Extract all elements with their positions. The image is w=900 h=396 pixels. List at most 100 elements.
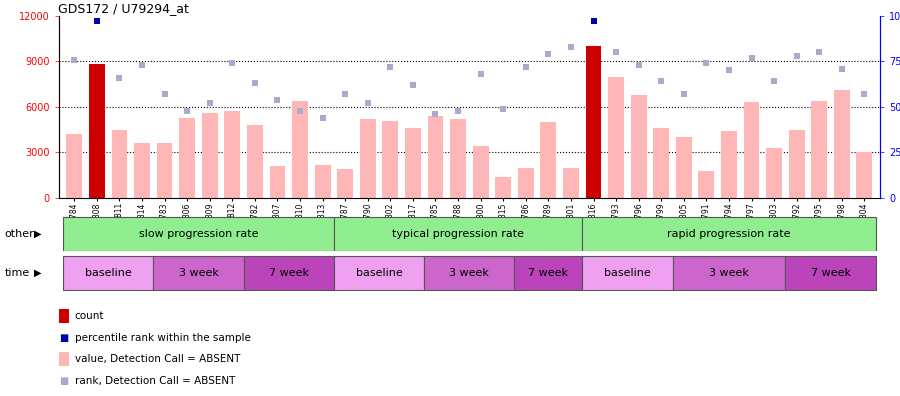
Point <box>632 62 646 68</box>
Point <box>767 78 781 85</box>
Point <box>812 49 826 55</box>
Point <box>496 106 510 112</box>
Bar <box>382 120 398 198</box>
Text: baseline: baseline <box>356 268 402 278</box>
Text: 3 week: 3 week <box>449 268 490 278</box>
Bar <box>315 165 330 198</box>
Text: 7 week: 7 week <box>528 268 569 278</box>
Text: 3 week: 3 week <box>709 268 749 278</box>
Bar <box>450 119 466 198</box>
Bar <box>224 112 240 198</box>
Bar <box>541 122 556 198</box>
Bar <box>834 90 850 198</box>
Point <box>609 49 624 55</box>
Bar <box>63 256 153 290</box>
Bar <box>698 171 715 198</box>
Bar <box>405 128 421 198</box>
Point <box>248 80 262 86</box>
Bar <box>334 217 582 251</box>
Bar <box>582 217 876 251</box>
Text: ■: ■ <box>59 376 68 386</box>
Bar <box>153 256 244 290</box>
Text: percentile rank within the sample: percentile rank within the sample <box>75 333 250 343</box>
Bar <box>743 102 760 198</box>
Point <box>541 51 555 57</box>
Text: ▶: ▶ <box>34 268 41 278</box>
Bar <box>515 256 582 290</box>
Bar <box>67 134 82 198</box>
Bar <box>334 256 424 290</box>
Point <box>68 56 82 63</box>
Bar <box>472 147 489 198</box>
Text: baseline: baseline <box>604 268 651 278</box>
Point <box>406 82 420 88</box>
Bar <box>721 131 737 198</box>
Point <box>586 18 600 25</box>
Point <box>789 53 804 59</box>
Text: 7 week: 7 week <box>269 268 309 278</box>
Bar <box>563 168 579 198</box>
Point <box>699 60 714 67</box>
Bar <box>270 166 285 198</box>
Point <box>518 64 533 70</box>
Bar <box>112 129 128 198</box>
Point <box>202 100 217 107</box>
Bar <box>766 148 782 198</box>
Bar <box>428 116 444 198</box>
Text: time: time <box>4 268 30 278</box>
Point <box>315 115 329 121</box>
Bar <box>338 169 353 198</box>
Bar <box>247 125 263 198</box>
Text: 3 week: 3 week <box>178 268 219 278</box>
Text: ▶: ▶ <box>34 228 41 239</box>
Bar <box>672 256 786 290</box>
Text: value, Detection Call = ABSENT: value, Detection Call = ABSENT <box>75 354 240 364</box>
Bar <box>676 137 692 198</box>
Point <box>677 91 691 97</box>
Point <box>135 62 149 68</box>
Point <box>338 91 353 97</box>
Text: rapid progression rate: rapid progression rate <box>667 228 791 239</box>
Bar <box>424 256 515 290</box>
Text: typical progression rate: typical progression rate <box>392 228 524 239</box>
Point <box>834 65 849 72</box>
Text: baseline: baseline <box>85 268 131 278</box>
Bar <box>582 256 672 290</box>
Point <box>112 74 127 81</box>
Point <box>473 71 488 77</box>
Bar <box>608 76 624 198</box>
Point <box>180 107 194 114</box>
Point <box>90 18 104 25</box>
Bar <box>89 65 104 198</box>
Point <box>451 107 465 114</box>
Text: count: count <box>75 311 104 321</box>
Text: 7 week: 7 week <box>811 268 850 278</box>
Point <box>383 64 398 70</box>
Bar <box>811 101 827 198</box>
Point <box>654 78 669 85</box>
Point <box>563 44 578 50</box>
Bar <box>157 143 173 198</box>
Bar <box>495 177 511 198</box>
Point <box>270 97 284 103</box>
Point <box>722 67 736 74</box>
Bar <box>360 119 375 198</box>
Bar <box>631 95 646 198</box>
Text: rank, Detection Call = ABSENT: rank, Detection Call = ABSENT <box>75 376 235 386</box>
Bar <box>786 256 876 290</box>
Text: ■: ■ <box>59 333 68 343</box>
Point <box>857 91 871 97</box>
Bar <box>653 128 669 198</box>
Point <box>158 91 172 97</box>
Point <box>225 60 239 67</box>
Point <box>361 100 375 107</box>
Text: other: other <box>4 228 34 239</box>
Point <box>292 107 307 114</box>
Bar <box>134 143 150 198</box>
Text: GDS172 / U79294_at: GDS172 / U79294_at <box>58 2 189 15</box>
Bar <box>179 118 195 198</box>
Bar <box>292 101 308 198</box>
Bar <box>788 129 805 198</box>
Point <box>428 111 443 117</box>
Bar <box>586 46 601 198</box>
